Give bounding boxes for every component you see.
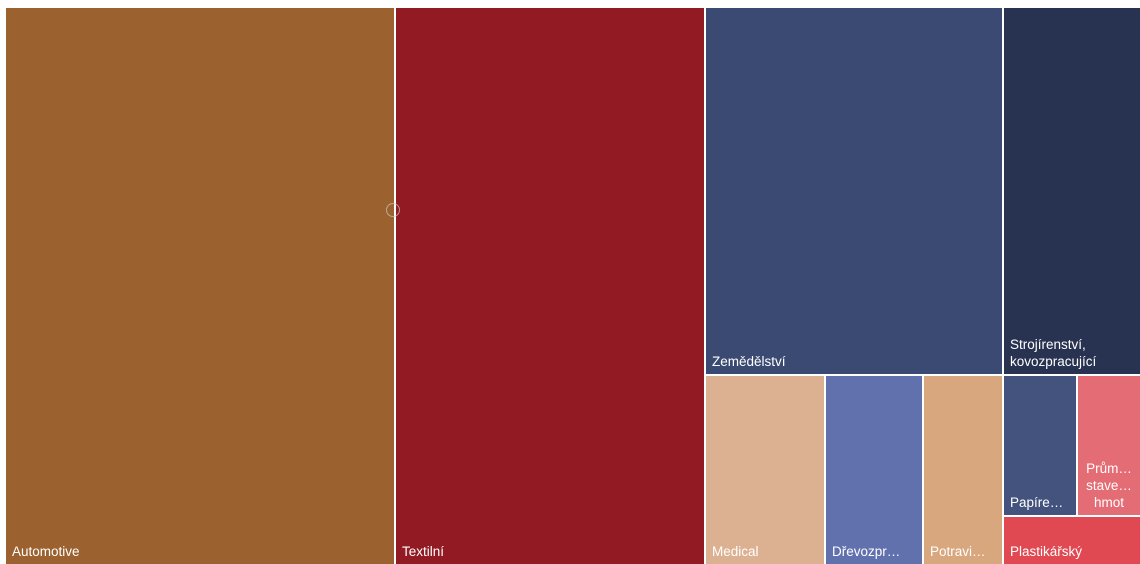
tile-textilni[interactable]: Textilní bbox=[396, 8, 704, 564]
tile-automotive[interactable]: Automotive bbox=[6, 8, 394, 564]
tile-label-textilni: Textilní bbox=[402, 544, 445, 559]
tile-potravinarsky[interactable]: Potravi… bbox=[924, 376, 1002, 564]
tile-label-papirensky: Papíre… bbox=[1010, 495, 1064, 510]
tile-prumysl-stavebnich-hmot[interactable]: Prům… stave… hmot bbox=[1078, 376, 1140, 515]
tile-label-automotive: Automotive bbox=[12, 544, 80, 559]
tile-label-drevozpracujici: Dřevozpr… bbox=[832, 544, 901, 559]
tile-zemedelstvi[interactable]: Zemědělství bbox=[706, 8, 1002, 374]
tile-label-medical: Medical bbox=[712, 544, 759, 559]
tile-drevozpracujici[interactable]: Dřevozpr… bbox=[826, 376, 922, 564]
tile-label-strojirenstvi: Strojírenství, kovozpracující bbox=[1010, 337, 1097, 369]
tile-label-prumysl-stavebnich-hmot: Prům… stave… hmot bbox=[1086, 461, 1132, 510]
tile-plastikarsky[interactable]: Plastikářský bbox=[1004, 517, 1140, 564]
tile-label-plastikarsky: Plastikářský bbox=[1010, 544, 1083, 559]
tile-label-potravinarsky: Potravi… bbox=[930, 544, 986, 559]
tile-strojirenstvi[interactable]: Strojírenství, kovozpracující bbox=[1004, 8, 1140, 374]
tile-label-zemedelstvi: Zemědělství bbox=[712, 354, 786, 369]
tile-medical[interactable]: Medical bbox=[706, 376, 824, 564]
tile-papirensky[interactable]: Papíre… bbox=[1004, 376, 1076, 515]
